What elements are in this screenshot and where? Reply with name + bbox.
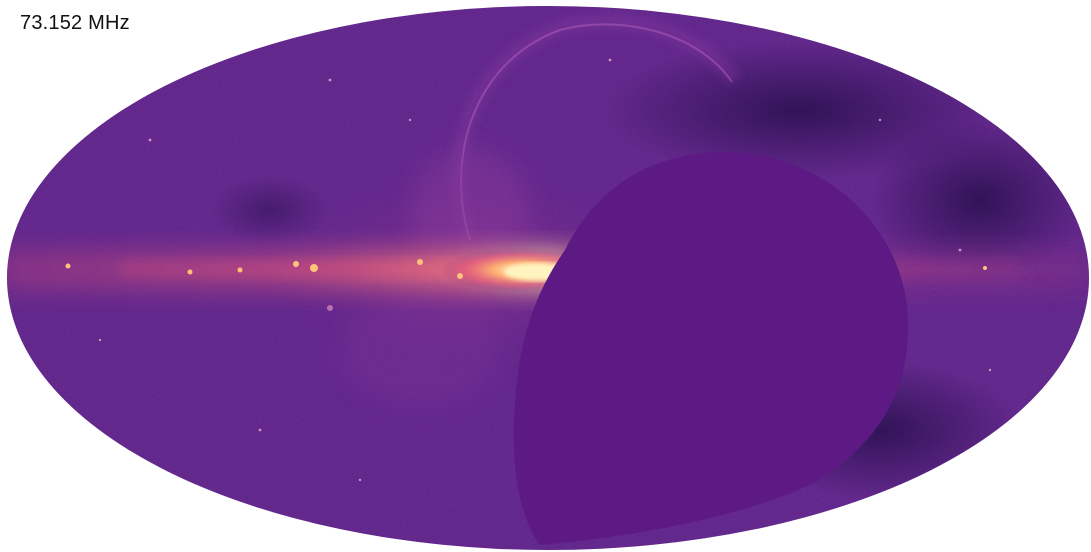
bright-source (417, 259, 423, 265)
dark-region-east (870, 120, 1089, 280)
dark-region-north (600, 40, 1000, 180)
faint-sources (98, 58, 992, 482)
bright-source (65, 263, 71, 269)
north-plume (410, 150, 530, 270)
bright-source (293, 261, 299, 267)
bright-source (237, 267, 243, 273)
faint-source (358, 478, 362, 482)
bright-source (310, 264, 318, 272)
bright-source (187, 269, 193, 275)
faint-source (408, 118, 412, 122)
faint-source (878, 118, 882, 122)
faint-source (958, 248, 962, 252)
south-plume (340, 295, 500, 405)
faint-source (98, 338, 102, 342)
masked-unobserved-region (513, 151, 909, 545)
faint-source (327, 305, 333, 311)
bright-source (983, 266, 987, 270)
bright-sources (65, 259, 987, 279)
faint-source (608, 58, 612, 62)
faint-source (988, 368, 992, 372)
faint-source (258, 428, 262, 432)
faint-source (328, 78, 332, 82)
faint-source (148, 138, 152, 142)
frequency-label: 73.152 MHz (20, 12, 130, 34)
bright-source (457, 273, 463, 279)
